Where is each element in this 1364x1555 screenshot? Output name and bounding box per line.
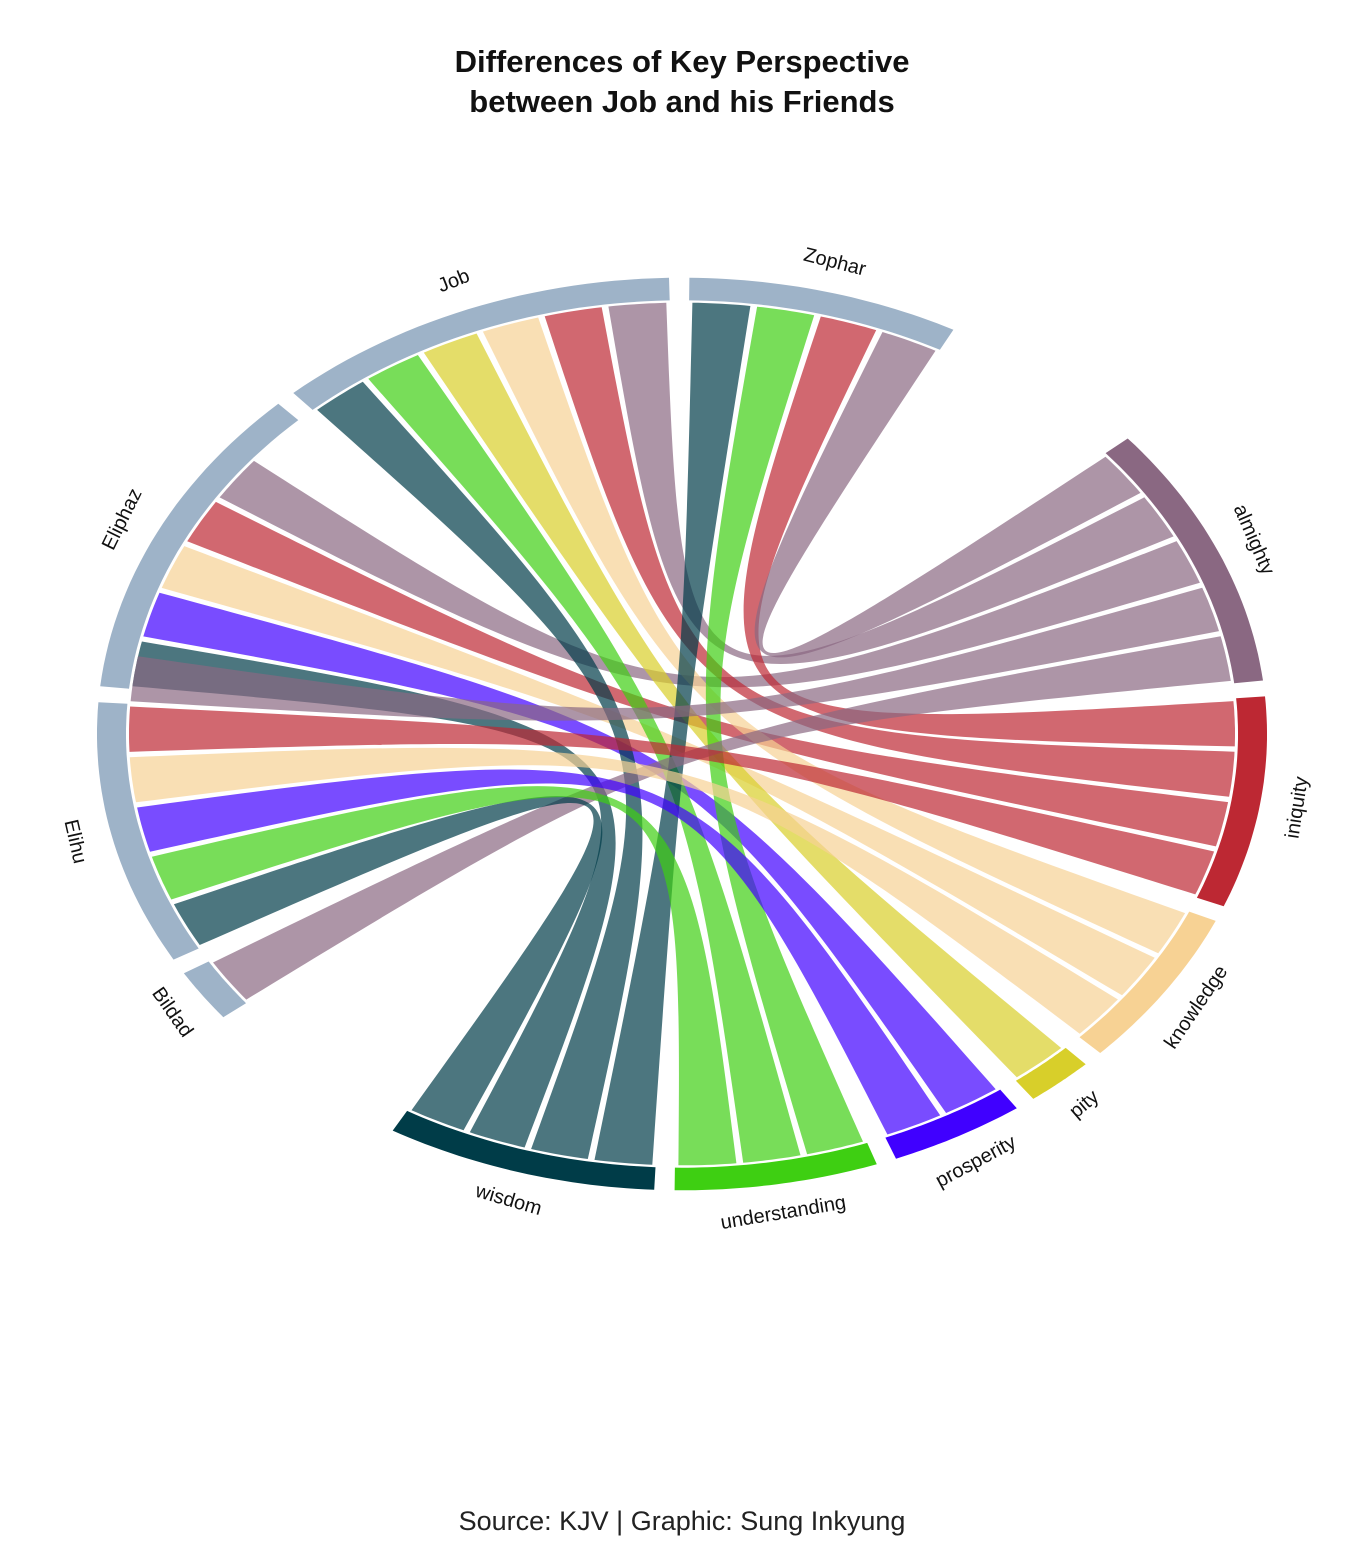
sector-almighty — [1105, 438, 1263, 684]
sector-label-wisdom: wisdom — [472, 1180, 544, 1220]
chord-zophar-wisdom — [594, 302, 751, 1165]
source-caption: Source: KJV | Graphic: Sung Inkyung — [458, 1506, 906, 1536]
chord-elihu-wisdom — [173, 796, 603, 1131]
sector-label-understanding: understanding — [719, 1192, 848, 1234]
sector-pity — [1015, 1047, 1086, 1099]
chord-diagram: EliphazJobZopharalmightyiniquityknowledg… — [60, 244, 1313, 1234]
chord-sectors — [97, 277, 1267, 1191]
sector-label-eliphaz: Eliphaz — [98, 485, 147, 554]
sector-label-almighty: almighty — [1229, 501, 1279, 578]
sector-label-bildad: Bildad — [147, 983, 197, 1041]
chord-eliphaz-iniquity — [187, 501, 1229, 847]
chord-ribbons — [129, 302, 1235, 1166]
sector-label-iniquity: iniquity — [1282, 775, 1313, 840]
chord-zophar-almighty — [754, 332, 1141, 658]
chord-eliphaz-prosperity — [143, 592, 996, 1113]
sector-eliphaz — [100, 403, 299, 689]
sector-elihu — [97, 702, 199, 960]
chord-job-pity — [423, 333, 1062, 1078]
sector-label-zophar: Zophar — [801, 244, 868, 281]
sector-label-job: Job — [435, 265, 473, 297]
chord-zophar-understanding — [705, 306, 863, 1155]
chord-job-knowledge — [482, 317, 1186, 954]
chord-elihu-almighty — [130, 587, 1220, 721]
chord-eliphaz-knowledge — [161, 546, 1155, 996]
chord-elihu-iniquity — [129, 706, 1215, 895]
sector-zophar — [689, 277, 954, 350]
chord-eliphaz-almighty — [219, 460, 1200, 688]
chart-title: Differences of Key Perspective between J… — [0, 42, 1364, 122]
chord-elihu-knowledge — [129, 747, 1118, 1034]
chord-bildad-almighty — [213, 636, 1231, 1000]
sector-iniquity — [1196, 696, 1267, 907]
sector-label-elihu: Elihu — [60, 818, 91, 866]
sector-prosperity — [885, 1089, 1017, 1159]
sector-bildad — [183, 961, 246, 1018]
chart-title-line-1: Differences of Key Perspective — [454, 44, 910, 79]
sector-understanding — [674, 1142, 877, 1191]
chord-job-almighty — [608, 302, 1174, 664]
sector-wisdom — [392, 1110, 656, 1190]
chord-elihu-prosperity — [137, 769, 941, 1135]
sector-label-pity: pity — [1065, 1086, 1103, 1123]
sector-knowledge — [1079, 911, 1216, 1053]
chord-job-wisdom — [317, 381, 643, 1159]
chord-job-understanding — [368, 355, 801, 1163]
chart-title-line-2: between Job and his Friends — [469, 84, 895, 119]
sector-job — [293, 277, 670, 410]
